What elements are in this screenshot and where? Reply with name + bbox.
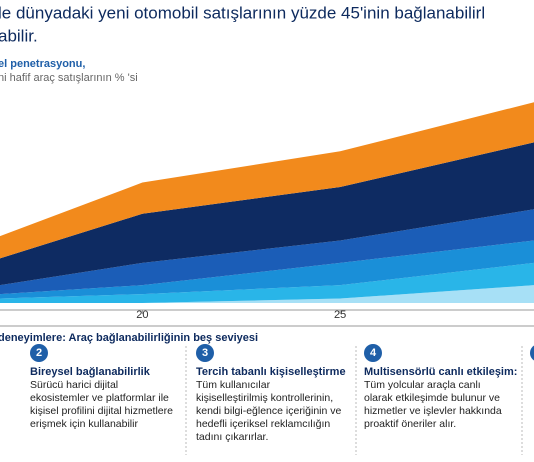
- level-heading: Bireysel bağlanabilirlik: [30, 366, 150, 378]
- level-text: kendi bilgi-eğlence içeriğinin ve: [196, 405, 342, 417]
- level-text: hedefli içeriksel reklamcılığın: [196, 418, 331, 430]
- subtitle: el penetrasyonu,: [0, 58, 85, 70]
- area: [0, 240, 534, 299]
- area: [0, 262, 534, 303]
- level-number: 3: [196, 344, 214, 362]
- area: [0, 142, 534, 286]
- level-text: Sürücü harici dijital: [30, 379, 119, 391]
- level-text: Tüm kullanıcılar: [196, 379, 271, 391]
- area: [0, 209, 534, 295]
- level-text: kişiselleştirilmiş kontrollerinin,: [196, 392, 334, 404]
- level-text: olarak etkileşimde bulunur ve: [364, 392, 500, 404]
- level-text: tadını çıkarırlar.: [196, 431, 269, 443]
- x-tick-label: 20: [136, 309, 148, 321]
- level-number: 5: [530, 344, 534, 362]
- level-text: hizmetler ve işlevler hakkında: [364, 405, 502, 417]
- level-number: 4: [364, 344, 382, 362]
- level: 4 Multisensörlü canlı etkileşim: Tüm yolcu…: [364, 344, 529, 431]
- title-line: le dünyadaki yeni otomobil satışlarının …: [0, 3, 485, 22]
- level-text: proaktif öneriler alır.: [364, 418, 457, 430]
- area: [0, 102, 534, 259]
- area: [0, 285, 534, 303]
- level-heading: Tercih tabanlı kişiselleştirme: [196, 366, 346, 378]
- level-number: 2: [30, 344, 48, 362]
- level-text: Tüm yolcular araçla canlı: [364, 379, 481, 391]
- level: 2 Bireysel bağlanabilirlik Sürücü harici d…: [30, 344, 195, 431]
- x-tick-label: 25: [334, 309, 346, 321]
- section-title: deneyimlere: Araç bağlanabilirliğinin be…: [0, 332, 258, 344]
- level: 3 Tercih tabanlı kişiselleştirme Tüm kulla…: [196, 344, 361, 444]
- title-line: abilir.: [0, 26, 38, 45]
- y-axis-label: ni hafif araç satışlarının % 'si: [0, 72, 138, 84]
- level: 5: [530, 344, 534, 362]
- level-text: erişmek için kullanabilir: [30, 418, 138, 430]
- level-text: kişisel profilini dijital hizmetlere: [30, 405, 173, 417]
- level-heading: Multisensörlü canlı etkileşim:: [364, 366, 518, 378]
- level-text: ekosistemler ve platformlar ile: [30, 392, 169, 404]
